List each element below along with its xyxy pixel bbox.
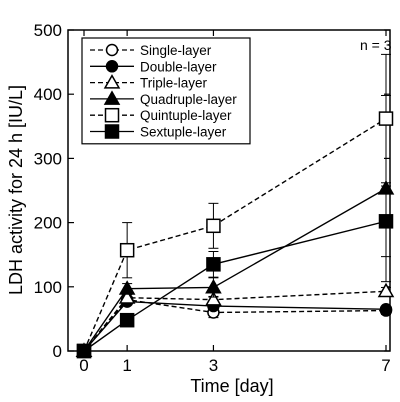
legend-marker [105, 60, 119, 73]
x-tick-label: 3 [209, 356, 218, 375]
sample-size-annotation: n = 3 [360, 37, 392, 53]
y-tick-label: 300 [34, 149, 62, 168]
data-point [118, 289, 136, 304]
data-point [118, 280, 136, 295]
y-tick-label: 100 [34, 278, 62, 297]
legend-marker [104, 107, 120, 123]
series-line [83, 118, 387, 352]
data-point [119, 242, 135, 258]
legend-marker [104, 124, 120, 139]
series-line [83, 220, 387, 352]
data-point [377, 282, 395, 298]
x-tick-label: 1 [122, 356, 131, 375]
data-point [379, 303, 393, 316]
data-point [205, 291, 222, 306]
legend-label: Triple-layer [140, 76, 208, 91]
data-point [119, 312, 135, 328]
y-tick-label: 400 [34, 85, 62, 104]
data-point [205, 278, 222, 294]
series-line [83, 187, 387, 352]
data-point [378, 111, 394, 126]
legend-label: Quadruple-layer [140, 92, 237, 107]
y-tick-label: 200 [34, 214, 62, 233]
legend-label: Single-layer [140, 43, 212, 58]
series-line [83, 290, 387, 352]
data-point [76, 343, 92, 359]
legend-label: Quintuple-layer [140, 108, 232, 123]
legend-marker [103, 74, 121, 89]
legend-marker [103, 90, 121, 105]
y-axis-label: LDH activity for 24 h [IU/L] [6, 85, 26, 295]
legend-label: Double-layer [140, 59, 217, 74]
data-point [378, 214, 394, 229]
data-point [206, 218, 221, 234]
series-sextuple-layer [76, 185, 394, 359]
series-line [83, 300, 387, 352]
x-tick-label: 7 [381, 356, 390, 375]
data-point [206, 257, 221, 272]
y-tick-label: 0 [53, 342, 62, 361]
legend-label: Sextuple-layer [140, 125, 227, 140]
legend-marker [105, 43, 119, 57]
x-axis-label: Time [day] [190, 376, 273, 396]
y-tick-label: 500 [34, 21, 62, 40]
x-tick-label: 0 [79, 356, 88, 375]
